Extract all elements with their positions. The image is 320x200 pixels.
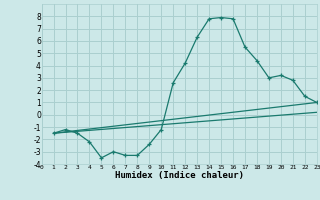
X-axis label: Humidex (Indice chaleur): Humidex (Indice chaleur) <box>115 171 244 180</box>
